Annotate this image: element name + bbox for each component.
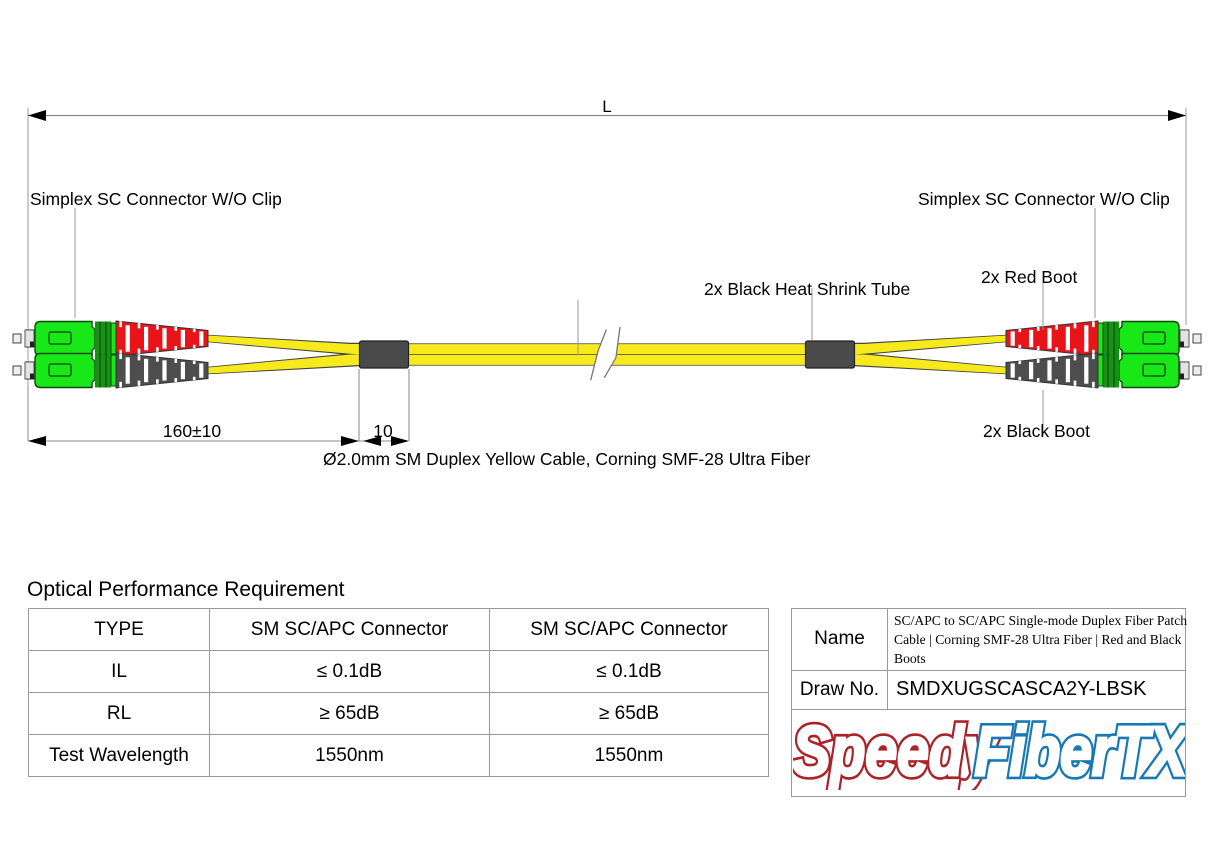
svg-text:160±10: 160±10	[163, 421, 222, 441]
svg-text:Speedy: Speedy	[793, 713, 998, 790]
svg-text:FiberTX: FiberTX	[974, 713, 1184, 790]
svg-text:10: 10	[373, 421, 393, 441]
